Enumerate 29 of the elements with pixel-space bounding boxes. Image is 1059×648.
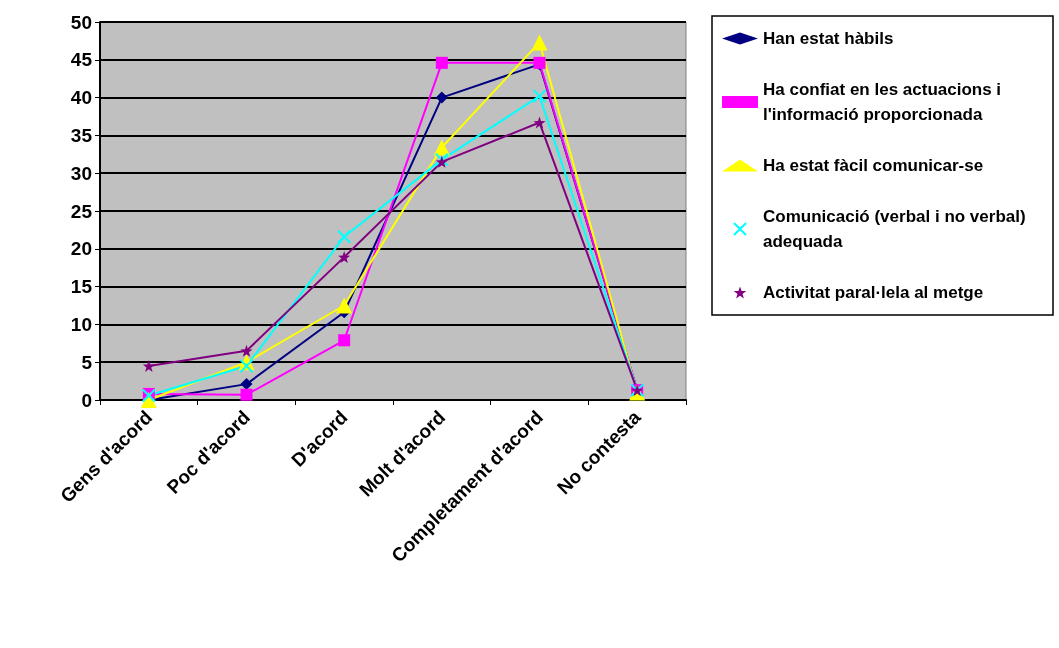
point: [435, 56, 448, 69]
legend-label: Ha estat fàcil comunicar-se: [763, 156, 984, 175]
y-tick-label: 30: [70, 162, 92, 184]
legend-label: Comunicació (verbal i no verbal) adequada: [763, 207, 1031, 251]
y-tick-label: 5: [81, 351, 93, 373]
y-tick-label: 15: [70, 276, 93, 298]
y-tick-label: 25: [70, 200, 93, 222]
point: [239, 358, 254, 373]
point: [533, 116, 546, 129]
legend-label: Han estat hàbils: [763, 29, 894, 48]
y-tick-label: 35: [70, 124, 93, 146]
y-tick-label: 0: [81, 389, 92, 411]
point: [435, 91, 448, 104]
y-tick-label: 50: [70, 11, 92, 33]
point: [338, 251, 351, 264]
legend-label: Activitat paral·lela al metge: [763, 283, 984, 302]
point: [531, 34, 548, 51]
y-tick-label: 40: [70, 87, 92, 109]
legend-label: Ha confiat en les actuacions i l'informació proporcionada: [763, 80, 1006, 124]
point: [336, 297, 353, 314]
y-tick-label: 45: [70, 49, 93, 71]
point: [142, 359, 155, 372]
point: [338, 334, 351, 347]
point: [337, 229, 352, 244]
point: [240, 344, 253, 357]
point: [240, 388, 253, 401]
point: [532, 89, 547, 104]
y-tick-label: 10: [70, 313, 92, 335]
y-tick-label: 20: [70, 238, 92, 260]
